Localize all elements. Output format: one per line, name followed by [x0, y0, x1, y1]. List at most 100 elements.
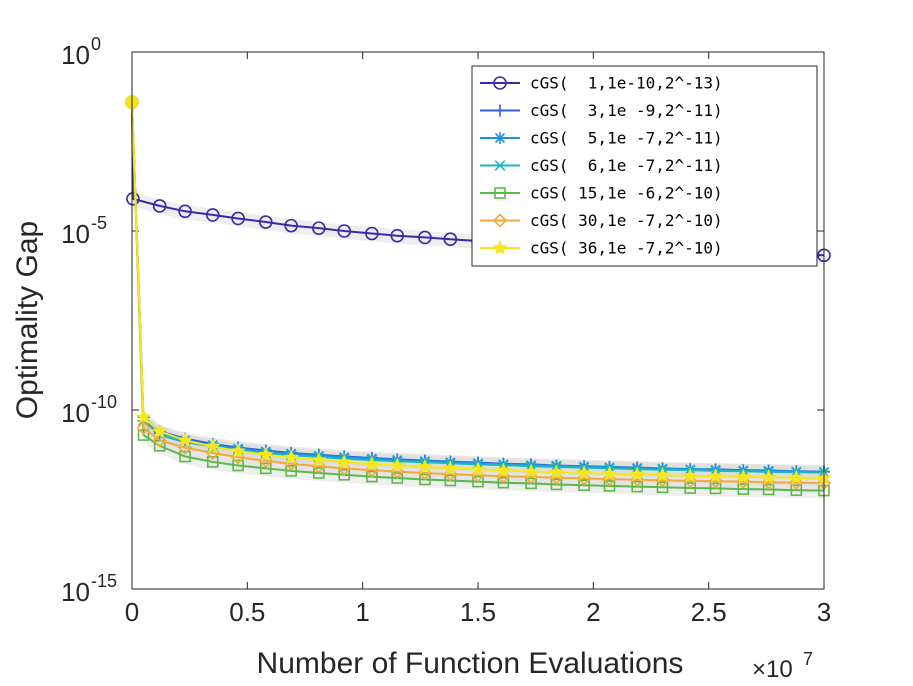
marker-circle [178, 204, 192, 219]
x-tick-labels: 0 0.5 1 1.5 2 2.5 3 [125, 597, 831, 627]
marker-square [444, 474, 457, 487]
marker-square [684, 482, 697, 494]
marker-circle [284, 218, 298, 233]
marker-asterisk [494, 132, 506, 144]
legend-entry: cGS( 3,1e -9,2^-11) [480, 101, 723, 120]
marker-star [601, 465, 618, 481]
y-tick-base: 10 [61, 577, 90, 607]
marker-diamond [602, 471, 617, 487]
marker-square [285, 465, 297, 477]
legend-label: cGS( 3,1e -9,2^-11) [530, 101, 723, 120]
marker-star [177, 432, 193, 448]
y-tick-label: 10 -5 [61, 213, 107, 249]
series-line [131, 102, 825, 484]
marker-square [494, 187, 506, 199]
marker-star [389, 457, 406, 472]
marker-square [179, 450, 191, 463]
marker-diamond [708, 474, 723, 489]
legend-label: cGS( 1,1e-10,2^-13) [530, 74, 723, 93]
marker-diamond [655, 473, 670, 488]
marker-square [790, 484, 803, 496]
series-line [131, 102, 825, 480]
marker-star [523, 463, 539, 479]
legend-box [471, 65, 818, 267]
marker-square [631, 480, 643, 493]
legend-entry: cGS( 30,1e -7,2^-10) [480, 211, 723, 230]
marker-square [472, 475, 484, 488]
series-band [132, 95, 824, 487]
legend-label: cGS( 5,1e -7,2^-11) [530, 129, 723, 148]
series-band [132, 95, 824, 499]
marker-star [495, 462, 512, 478]
y-tick-base: 10 [61, 40, 90, 70]
y-tick-exponent: -5 [91, 213, 107, 233]
legend-label: cGS( 15,1e -6,2^-10) [530, 184, 723, 203]
marker-circle [152, 199, 167, 213]
marker-diamond [152, 433, 167, 448]
legend-label: cGS( 6,1e -7,2^-11) [530, 156, 723, 175]
y-tick-exponent: 0 [91, 34, 101, 54]
marker-square [338, 468, 351, 481]
y-tick-label: 10 0 [61, 34, 101, 70]
marker-square [366, 470, 378, 483]
x-tick-label: 0 [125, 597, 139, 627]
marker-star [417, 458, 433, 474]
x-tick-label: 1.5 [460, 597, 496, 627]
marker-circle [312, 221, 326, 235]
marker-star [311, 451, 327, 467]
marker-square [497, 476, 510, 489]
marker-square [737, 483, 750, 495]
marker-star [470, 461, 486, 477]
legend-entry: cGS( 36,1e -7,2^-10) [480, 239, 723, 258]
marker-circle [390, 228, 405, 243]
marker-star [364, 456, 380, 471]
marker-circle [365, 226, 379, 241]
marker-square [206, 456, 219, 468]
legend-entry: cGS( 6,1e -7,2^-11) [480, 156, 723, 175]
x-tick-label: 2 [586, 597, 600, 627]
marker-star [548, 464, 565, 479]
marker-star [336, 454, 352, 469]
series-band [132, 95, 824, 264]
marker-star [258, 446, 274, 462]
marker-diamond [736, 474, 751, 489]
marker-star [654, 467, 671, 482]
marker-square [578, 479, 590, 491]
marker-star [135, 409, 152, 424]
x-axis-title: Number of Function Evaluations [257, 647, 684, 680]
marker-star [682, 467, 698, 483]
y-tick-exponent: -10 [91, 392, 117, 412]
marker-square [391, 472, 404, 484]
marker-circle [205, 208, 220, 222]
marker-diamond [683, 473, 698, 489]
legend-entry: cGS( 5,1e -7,2^-11) [480, 129, 723, 148]
y-tick-base: 10 [61, 219, 90, 249]
marker-diamond [761, 475, 776, 490]
x-tick-label: 1 [355, 597, 369, 627]
marker-square [232, 459, 244, 472]
marker-square [762, 483, 775, 496]
marker-star [230, 443, 246, 458]
marker-cross [494, 160, 506, 171]
marker-square [550, 478, 563, 491]
series-line [131, 102, 825, 492]
marker-diamond [789, 475, 804, 490]
legend-label: cGS( 30,1e -7,2^-10) [530, 211, 723, 230]
plot-frame [131, 51, 825, 590]
marker-diamond [136, 420, 151, 436]
x-exponent-power: 7 [803, 649, 813, 669]
marker-square [709, 482, 722, 495]
marker-circle [231, 211, 245, 226]
legend-entry: cGS( 1,1e-10,2^-13) [480, 74, 723, 93]
y-tick-label: 10 -15 [61, 571, 117, 607]
marker-star [442, 460, 458, 475]
x-exponent-base: ×10 [752, 656, 793, 683]
marker-star [629, 466, 645, 482]
marker-square [656, 481, 669, 494]
marker-circle [337, 224, 352, 238]
marker-star [788, 469, 804, 485]
marker-square [259, 462, 272, 475]
x-tick-label: 0.5 [229, 597, 265, 627]
